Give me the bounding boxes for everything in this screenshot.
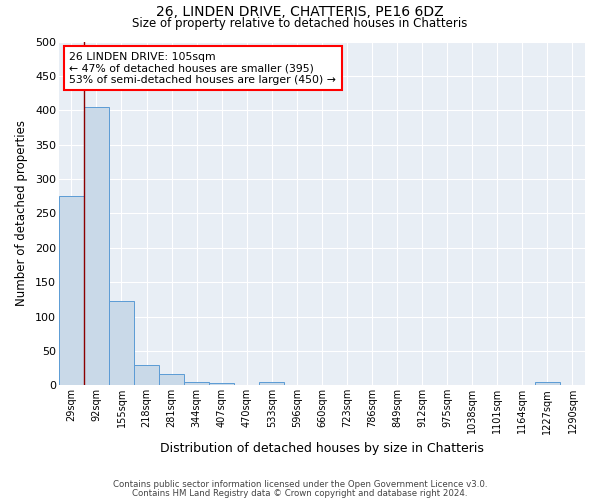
Bar	[184, 382, 209, 386]
Text: 26, LINDEN DRIVE, CHATTERIS, PE16 6DZ: 26, LINDEN DRIVE, CHATTERIS, PE16 6DZ	[156, 5, 444, 19]
Text: 26 LINDEN DRIVE: 105sqm
← 47% of detached houses are smaller (395)
53% of semi-d: 26 LINDEN DRIVE: 105sqm ← 47% of detache…	[70, 52, 336, 85]
Text: Size of property relative to detached houses in Chatteris: Size of property relative to detached ho…	[133, 18, 467, 30]
Bar	[84, 107, 109, 386]
Bar	[109, 302, 134, 386]
Bar	[535, 382, 560, 386]
Bar	[159, 374, 184, 386]
Bar	[134, 366, 159, 386]
Text: Contains HM Land Registry data © Crown copyright and database right 2024.: Contains HM Land Registry data © Crown c…	[132, 488, 468, 498]
Y-axis label: Number of detached properties: Number of detached properties	[15, 120, 28, 306]
X-axis label: Distribution of detached houses by size in Chatteris: Distribution of detached houses by size …	[160, 442, 484, 455]
Bar	[209, 382, 234, 386]
Text: Contains public sector information licensed under the Open Government Licence v3: Contains public sector information licen…	[113, 480, 487, 489]
Bar	[59, 196, 84, 386]
Bar	[259, 382, 284, 386]
